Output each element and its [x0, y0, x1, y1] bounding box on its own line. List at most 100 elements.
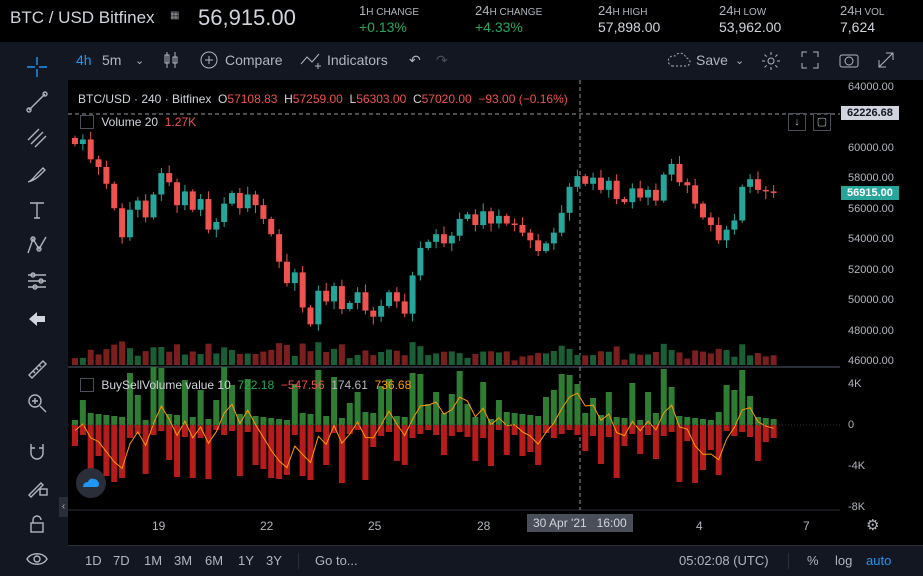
candle — [119, 208, 126, 238]
save-dropdown-icon[interactable]: ⌄ — [735, 55, 745, 67]
symbol-title[interactable]: BTC / USD Bitfinex — [10, 8, 155, 27]
lock-icon[interactable] — [22, 509, 52, 539]
eye-icon[interactable] — [22, 544, 52, 574]
legend-title: BTC/USD · 240 · Bitfinex — [78, 92, 212, 106]
candle — [464, 214, 471, 219]
stat-value: +4.33% — [475, 19, 523, 35]
volume-bar — [770, 355, 777, 365]
pattern-icon[interactable] — [22, 230, 52, 260]
trendline-icon[interactable] — [22, 87, 52, 117]
bsv-legend[interactable]: BuySellVolume value 10 722.18 −547.56 17… — [80, 377, 411, 393]
back-arrow-icon[interactable] — [22, 304, 52, 334]
price-axis-label: 64000.00 — [848, 81, 894, 93]
buy-volume-bar — [715, 412, 722, 425]
zoom-icon[interactable] — [22, 388, 52, 418]
fib-icon[interactable] — [22, 123, 52, 153]
stat-value: 57,898.00 — [598, 19, 661, 35]
compare-plus-icon[interactable] — [199, 50, 219, 73]
compare-button[interactable]: Compare — [225, 52, 283, 68]
bsv-value-1: 722.18 — [237, 378, 275, 392]
sell-volume-bar — [299, 425, 306, 476]
percent-toggle[interactable]: % — [807, 553, 819, 568]
redo-icon[interactable]: ↷ — [436, 52, 448, 68]
log-toggle[interactable]: log — [835, 553, 853, 568]
goto-button[interactable]: Go to... — [315, 553, 358, 568]
text-icon[interactable] — [22, 195, 52, 225]
interval-dropdown-icon[interactable]: ⌄ — [135, 55, 145, 67]
volume-bar — [181, 354, 188, 365]
volume-bar — [134, 355, 141, 365]
gear-icon[interactable] — [760, 50, 782, 75]
brush-icon[interactable] — [22, 159, 52, 189]
save-button[interactable]: Save — [696, 52, 728, 68]
sell-volume-bar — [354, 425, 361, 430]
move-down-icon[interactable]: ↓ — [788, 113, 806, 131]
volume-bar — [401, 355, 408, 365]
auto-toggle[interactable]: auto — [866, 553, 892, 568]
stat-24h-vol: 24H VOL 7,624 — [840, 3, 884, 35]
candles-icon[interactable] — [162, 50, 180, 73]
range-1d-button[interactable]: 1D — [85, 553, 102, 568]
range-3m-button[interactable]: 3M — [174, 553, 193, 568]
indicator-axis-label: 0 — [848, 419, 855, 431]
buy-volume-bar — [370, 413, 377, 425]
buy-volume-bar — [283, 420, 290, 425]
sell-volume-bar — [456, 425, 463, 432]
sell-volume-bar — [472, 425, 479, 461]
bsv-line — [74, 392, 774, 470]
collapse-sidebar-icon[interactable]: ‹ — [59, 497, 68, 517]
buy-volume-bar — [645, 392, 652, 425]
sell-volume-bar — [378, 425, 385, 436]
candle — [629, 188, 636, 203]
utc-clock[interactable]: 05:02:08 (UTC) — [679, 553, 769, 568]
indicators-button[interactable]: Indicators — [327, 52, 388, 68]
magnet-icon[interactable] — [22, 437, 52, 467]
volume-bar — [582, 355, 589, 365]
sell-volume-bar — [605, 425, 612, 437]
fullscreen-icon[interactable] — [800, 50, 820, 73]
range-1m-button[interactable]: 1M — [144, 553, 163, 568]
maximize-pane-icon[interactable]: ▢ — [813, 113, 831, 131]
volume-legend[interactable]: Volume 20 1.27K — [80, 114, 196, 130]
undo-icon[interactable]: ↶ — [409, 52, 421, 68]
range-6m-button[interactable]: 6M — [205, 553, 224, 568]
interval-5m-button[interactable]: 5m — [102, 52, 122, 68]
lock-draw-icon[interactable] — [22, 472, 52, 502]
publish-icon[interactable] — [876, 50, 896, 73]
candle — [362, 292, 369, 311]
indicators-icon[interactable] — [299, 50, 323, 73]
interval-4h-button[interactable]: 4h — [76, 52, 92, 68]
crosshair-icon[interactable] — [22, 52, 52, 82]
volume-bar — [480, 351, 487, 365]
tradingview-logo-icon[interactable] — [76, 468, 106, 498]
sell-volume-bar — [535, 425, 542, 465]
chart-area[interactable] — [68, 80, 923, 545]
buy-volume-bar — [276, 419, 283, 425]
candle — [425, 241, 432, 248]
range-7d-button[interactable]: 7D — [113, 553, 130, 568]
chart-canvas[interactable] — [68, 80, 923, 545]
range-1y-button[interactable]: 1Y — [238, 553, 254, 568]
price-axis-label: 56000.00 — [848, 203, 894, 215]
buy-volume-bar — [221, 367, 228, 425]
bsv-name: BuySellVolume value 10 — [101, 378, 231, 392]
axis-settings-icon[interactable]: ⚙ — [866, 517, 880, 534]
camera-icon[interactable] — [838, 50, 860, 73]
candle — [590, 177, 597, 184]
volume-bar — [558, 345, 565, 365]
volume-bar — [236, 353, 243, 365]
collapse-toggle-icon[interactable] — [80, 114, 94, 129]
sell-volume-bar — [87, 425, 94, 476]
collapse-toggle-icon[interactable] — [80, 377, 94, 392]
prediction-icon[interactable] — [22, 266, 52, 296]
candle — [268, 218, 275, 235]
sell-volume-bar — [629, 425, 636, 434]
stat-24h-low: 24H LOW 53,962.00 — [719, 3, 781, 35]
candle — [236, 192, 243, 209]
range-3y-button[interactable]: 3Y — [266, 553, 282, 568]
ruler-icon[interactable] — [22, 354, 52, 384]
volume-bar — [393, 350, 400, 365]
cloud-icon[interactable] — [666, 50, 692, 73]
symbol-info-icon[interactable]: ▦ — [170, 10, 180, 21]
sell-volume-bar — [582, 425, 589, 451]
